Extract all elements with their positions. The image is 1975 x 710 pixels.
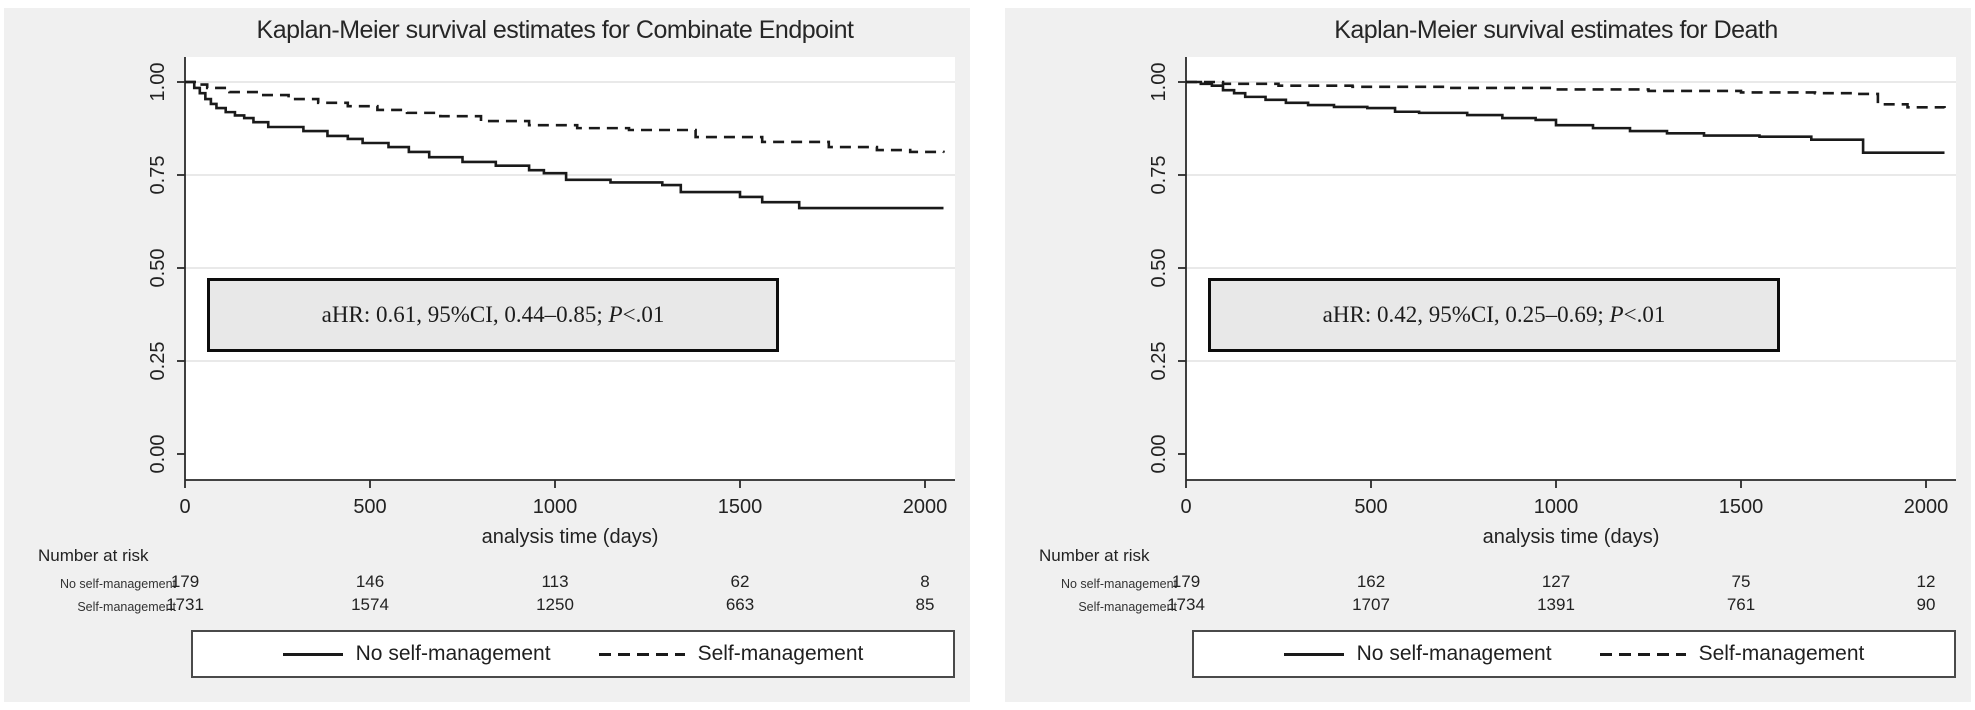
- at-risk-value: 761: [1726, 595, 1756, 614]
- x-tick-label: 1000: [533, 496, 578, 518]
- at-risk-row-label: No self-management: [59, 577, 176, 591]
- km-curve-solid: [185, 80, 944, 210]
- km-plot: 0.00 0.25 0.50 0.75 1.00 0 500 1000 1500 2000 anal…: [147, 57, 955, 548]
- x-tick-label: 1000: [1534, 496, 1579, 518]
- at-risk-row-label: No self-management: [1060, 577, 1177, 591]
- legend-label-self-management: Self-management: [1698, 642, 1865, 665]
- at-risk-value: 8: [920, 572, 930, 591]
- at-risk-header: Number at risk: [38, 546, 149, 565]
- chart-title: Kaplan-Meier survival estimates for Deat…: [1334, 16, 1778, 44]
- annotation-box: aHR: 0.61, 95%CI, 0.44–0.85; P <.01: [207, 278, 779, 352]
- km-curve-solid: [1186, 80, 1945, 154]
- at-risk-value: 1707: [1352, 595, 1390, 614]
- y-tick-label: 0.50: [1148, 249, 1170, 288]
- km-panel-combined-endpoint: Kaplan-Meier survival estimates for Comb…: [4, 8, 970, 702]
- at-risk-value: 179: [170, 572, 200, 591]
- x-tick-label: 1500: [718, 496, 763, 518]
- km-panel-death: Kaplan-Meier survival estimates for Deat…: [1005, 8, 1971, 702]
- at-risk-value: 162: [1356, 572, 1386, 591]
- y-tick-label: 1.00: [147, 63, 169, 102]
- legend-label-no-self-management: No self-management: [355, 642, 551, 665]
- at-risk-value: 1574: [351, 595, 389, 614]
- legend-solid-line-sample: [282, 652, 343, 656]
- x-tick-label: 0: [179, 496, 190, 518]
- at-risk-value: 179: [1171, 572, 1201, 591]
- at-risk-row-label: Self-management: [77, 600, 176, 614]
- y-tick-label: 0.00: [147, 435, 169, 474]
- at-risk-value: 1731: [166, 595, 204, 614]
- chart-title: Kaplan-Meier survival estimates for Comb…: [256, 16, 854, 44]
- annotation-p-italic: P: [608, 302, 623, 327]
- y-tick-label: 0.25: [147, 342, 169, 381]
- at-risk-value: 146: [355, 572, 385, 591]
- at-risk-value: 1250: [536, 595, 574, 614]
- y-tick-label: 0.00: [1148, 435, 1170, 474]
- km-curve-dashed: [185, 80, 945, 154]
- at-risk-row-label: Self-management: [1078, 600, 1177, 614]
- x-axis-label: analysis time (days): [482, 526, 659, 548]
- at-risk-value: 663: [725, 595, 755, 614]
- at-risk-value: 127: [1541, 572, 1571, 591]
- annotation-box: aHR: 0.42, 95%CI, 0.25–0.69; P <.01: [1208, 278, 1780, 352]
- x-tick-label: 500: [1354, 496, 1387, 518]
- annotation-text: aHR: 0.42, 95%CI, 0.25–0.69;: [1322, 302, 1610, 327]
- km-curve-dashed: [1186, 80, 1946, 109]
- legend-label-self-management: Self-management: [697, 642, 864, 665]
- y-tick-label: 0.50: [147, 249, 169, 288]
- at-risk-value: 85: [915, 595, 935, 614]
- at-risk-value: 62: [730, 572, 750, 591]
- y-tick-label: 0.25: [1148, 342, 1170, 381]
- at-risk-header: Number at risk: [1039, 546, 1150, 565]
- at-risk-value: 75: [1731, 572, 1751, 591]
- annotation-text: <.01: [622, 302, 665, 327]
- annotation-text: <.01: [1623, 302, 1666, 327]
- legend-solid-line-sample: [1283, 652, 1344, 656]
- at-risk-value: 90: [1916, 595, 1936, 614]
- legend-dashed-line-sample: [598, 652, 685, 656]
- at-risk-value: 1391: [1537, 595, 1575, 614]
- x-tick-label: 2000: [903, 496, 948, 518]
- at-risk-value: 113: [541, 572, 569, 591]
- x-tick-label: 2000: [1904, 496, 1949, 518]
- x-axis-label: analysis time (days): [1483, 526, 1660, 548]
- legend: No self-management Self-management: [1192, 630, 1956, 678]
- legend-label-no-self-management: No self-management: [1356, 642, 1552, 665]
- x-tick-label: 1500: [1719, 496, 1764, 518]
- y-tick-label: 0.75: [1148, 156, 1170, 195]
- y-tick-label: 1.00: [1148, 63, 1170, 102]
- y-tick-label: 0.75: [147, 156, 169, 195]
- at-risk-value: 1734: [1167, 595, 1205, 614]
- annotation-p-italic: P: [1609, 302, 1624, 327]
- km-plot: 0.00 0.25 0.50 0.75 1.00 0 500 1000 1500 2000 anal…: [1148, 57, 1956, 548]
- legend: No self-management Self-management: [191, 630, 955, 678]
- x-tick-label: 0: [1180, 496, 1191, 518]
- annotation-text: aHR: 0.61, 95%CI, 0.44–0.85;: [321, 302, 609, 327]
- at-risk-value: 12: [1916, 572, 1936, 591]
- legend-dashed-line-sample: [1599, 652, 1686, 656]
- x-tick-label: 500: [353, 496, 386, 518]
